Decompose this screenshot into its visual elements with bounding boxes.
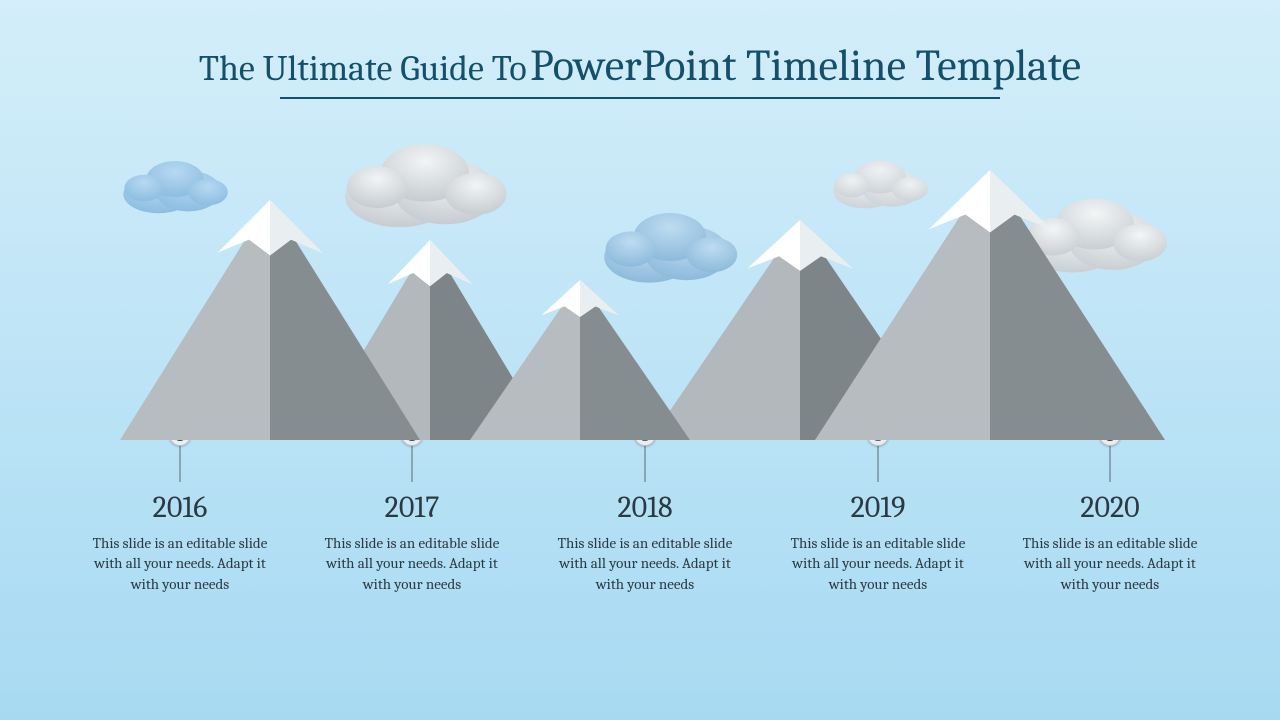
timeline-drop (1110, 446, 1111, 482)
title-prefix: The Ultimate Guide To (199, 48, 527, 89)
title-main: PowerPoint Timeline Template (530, 40, 1081, 91)
timeline-year: 2019 (778, 490, 978, 525)
timeline-drop (412, 446, 413, 482)
timeline-drop (878, 446, 879, 482)
timeline-desc: This slide is an editable slide with all… (1010, 533, 1210, 594)
timeline-drop (645, 446, 646, 482)
title: The Ultimate Guide To PowerPoint Timelin… (0, 40, 1280, 99)
timeline-desc: This slide is an editable slide with all… (545, 533, 745, 594)
timeline-desc: This slide is an editable slide with all… (778, 533, 978, 594)
timeline-year: 2018 (545, 490, 745, 525)
mountain-icon (470, 280, 690, 440)
mountain-icon (815, 170, 1165, 440)
timeline-year: 2020 (1010, 490, 1210, 525)
title-underline (280, 97, 1000, 99)
timeline-slide: The Ultimate Guide To PowerPoint Timelin… (0, 0, 1280, 720)
mountain-scene (0, 150, 1280, 440)
timeline-drop (180, 446, 181, 482)
timeline-entry: 2020 This slide is an editable slide with… (1010, 490, 1210, 594)
timeline-entry: 2019 This slide is an editable slide with… (778, 490, 978, 594)
timeline-entry: 2016 This slide is an editable slide with… (80, 490, 280, 594)
mountain-icon (120, 200, 420, 440)
timeline-desc: This slide is an editable slide with all… (312, 533, 512, 594)
timeline-year: 2016 (80, 490, 280, 525)
timeline-desc: This slide is an editable slide with all… (80, 533, 280, 594)
timeline-entry: 2018 This slide is an editable slide with… (545, 490, 745, 594)
timeline-year: 2017 (312, 490, 512, 525)
timeline-entry: 2017 This slide is an editable slide with… (312, 490, 512, 594)
